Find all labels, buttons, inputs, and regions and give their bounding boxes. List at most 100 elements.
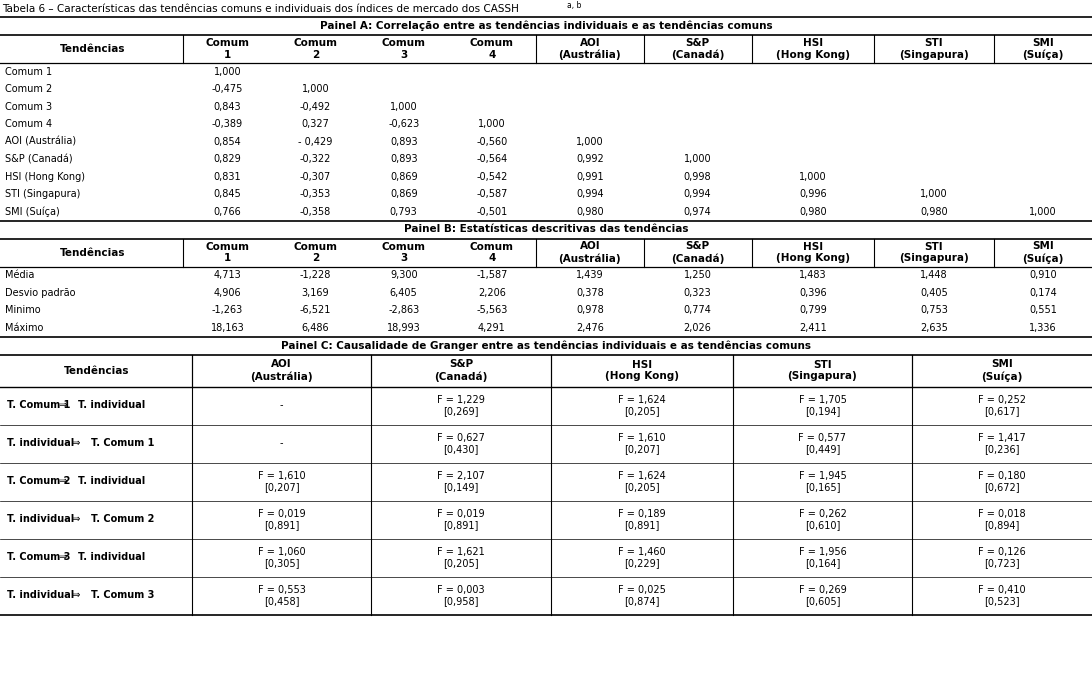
Text: F = 1,956
[0,164]: F = 1,956 [0,164] [798, 546, 846, 568]
Text: T. Comum 3: T. Comum 3 [91, 591, 154, 600]
Text: HSI (Hong Kong): HSI (Hong Kong) [5, 171, 85, 182]
Text: Comum
1: Comum 1 [205, 38, 249, 60]
Text: 9,300: 9,300 [390, 270, 417, 280]
Text: Média: Média [5, 270, 34, 280]
Text: Tendências: Tendências [60, 247, 126, 257]
Text: HSI
(Hong Kong): HSI (Hong Kong) [605, 360, 679, 381]
Text: T. individual: T. individual [7, 438, 74, 449]
Text: 0,793: 0,793 [390, 207, 417, 217]
Text: F = 0,577
[0,449]: F = 0,577 [0,449] [798, 433, 846, 454]
Text: 0,998: 0,998 [684, 171, 712, 182]
Text: T. Comum 2: T. Comum 2 [7, 477, 70, 486]
Text: F = 0,553
[0,458]: F = 0,553 [0,458] [258, 585, 306, 607]
Text: Painel C: Causalidade de Granger entre as tendências individuais e as tendências: Painel C: Causalidade de Granger entre a… [281, 340, 811, 351]
Text: 1,000: 1,000 [214, 67, 241, 76]
Text: F = 1,229
[0,269]: F = 1,229 [0,269] [437, 395, 485, 417]
Text: STI
(Singapura): STI (Singapura) [899, 242, 969, 264]
Text: S&P
(Canadá): S&P (Canadá) [435, 359, 488, 382]
Text: Comum
4: Comum 4 [470, 242, 514, 264]
Text: T. individual: T. individual [7, 591, 74, 600]
Text: 0,980: 0,980 [921, 207, 948, 217]
Text: 0,996: 0,996 [799, 189, 827, 199]
Text: 0,774: 0,774 [684, 305, 712, 316]
Text: 0,854: 0,854 [213, 137, 241, 147]
Text: F = 0,126
[0,723]: F = 0,126 [0,723] [978, 546, 1026, 568]
Text: F = 0,019
[0,891]: F = 0,019 [0,891] [437, 509, 485, 530]
Text: 0,980: 0,980 [577, 207, 604, 217]
Text: F = 0,189
[0,891]: F = 0,189 [0,891] [618, 509, 666, 530]
Text: 0,396: 0,396 [799, 288, 827, 298]
Text: ⇒: ⇒ [54, 477, 73, 486]
Text: 0,994: 0,994 [577, 189, 604, 199]
Text: 1,250: 1,250 [684, 270, 712, 280]
Text: F = 0,252
[0,617]: F = 0,252 [0,617] [978, 395, 1026, 417]
Text: 3,169: 3,169 [301, 288, 330, 298]
Text: Comum
1: Comum 1 [205, 242, 249, 264]
Text: 0,910: 0,910 [1029, 270, 1057, 280]
Text: -0,358: -0,358 [300, 207, 331, 217]
Text: 1,000: 1,000 [684, 154, 712, 164]
Text: Minimo: Minimo [5, 305, 40, 316]
Text: Tendências: Tendências [60, 44, 126, 54]
Text: 18,163: 18,163 [211, 323, 245, 333]
Text: -0,492: -0,492 [300, 102, 331, 112]
Text: -1,228: -1,228 [300, 270, 331, 280]
Text: 1,483: 1,483 [799, 270, 827, 280]
Text: T. individual: T. individual [79, 477, 145, 486]
Text: -6,521: -6,521 [300, 305, 331, 316]
Text: -0,560: -0,560 [476, 137, 508, 147]
Text: 2,206: 2,206 [478, 288, 506, 298]
Text: T. Comum 1: T. Comum 1 [91, 438, 154, 449]
Text: F = 0,018
[0,894]: F = 0,018 [0,894] [978, 509, 1026, 530]
Text: Máximo: Máximo [5, 323, 44, 333]
Text: Painel A: Correlação entre as tendências individuais e as tendências comuns: Painel A: Correlação entre as tendências… [320, 20, 772, 31]
Text: -0,322: -0,322 [300, 154, 331, 164]
Text: STI
(Singapura): STI (Singapura) [899, 38, 969, 60]
Text: 2,026: 2,026 [684, 323, 712, 333]
Text: 0,174: 0,174 [1029, 288, 1057, 298]
Text: Comum 3: Comum 3 [5, 102, 52, 112]
Text: STI
(Singapura): STI (Singapura) [787, 360, 857, 381]
Text: SMI (Suíça): SMI (Suíça) [5, 206, 60, 217]
Text: 0,551: 0,551 [1029, 305, 1057, 316]
Text: 0,831: 0,831 [214, 171, 241, 182]
Text: S&P
(Canadá): S&P (Canadá) [670, 38, 724, 60]
Text: 2,635: 2,635 [921, 323, 948, 333]
Text: 0,974: 0,974 [684, 207, 712, 217]
Text: ⇒: ⇒ [66, 514, 86, 525]
Text: F = 0,269
[0,605]: F = 0,269 [0,605] [798, 585, 846, 607]
Text: 2,411: 2,411 [799, 323, 827, 333]
Text: Comum
3: Comum 3 [382, 38, 426, 60]
Text: F = 1,417
[0,236]: F = 1,417 [0,236] [978, 433, 1026, 454]
Text: Painel B: Estatísticas descritivas das tendências: Painel B: Estatísticas descritivas das t… [404, 225, 688, 234]
Text: 1,000: 1,000 [799, 171, 827, 182]
Text: Comum 2: Comum 2 [5, 84, 52, 94]
Text: 1,000: 1,000 [478, 120, 506, 129]
Text: Comum
4: Comum 4 [470, 38, 514, 60]
Text: -0,475: -0,475 [212, 84, 244, 94]
Text: 1,000: 1,000 [301, 84, 330, 94]
Text: 0,980: 0,980 [799, 207, 827, 217]
Text: 0,978: 0,978 [575, 305, 604, 316]
Text: T. Comum 3: T. Comum 3 [7, 553, 70, 563]
Text: AOI
(Austrália): AOI (Austrália) [250, 359, 312, 382]
Text: F = 1,705
[0,194]: F = 1,705 [0,194] [798, 395, 846, 417]
Text: 2,476: 2,476 [575, 323, 604, 333]
Text: T. individual: T. individual [79, 400, 145, 410]
Text: 1,439: 1,439 [577, 270, 604, 280]
Text: 0,829: 0,829 [213, 154, 241, 164]
Text: - 0,429: - 0,429 [298, 137, 333, 147]
Text: 1,336: 1,336 [1029, 323, 1057, 333]
Text: F = 1,624
[0,205]: F = 1,624 [0,205] [618, 471, 666, 492]
Text: Comum
2: Comum 2 [294, 38, 337, 60]
Text: F = 1,621
[0,205]: F = 1,621 [0,205] [437, 546, 485, 568]
Text: F = 2,107
[0,149]: F = 2,107 [0,149] [437, 471, 485, 492]
Text: AOI
(Austrália): AOI (Austrália) [558, 38, 621, 60]
Text: 4,291: 4,291 [478, 323, 506, 333]
Text: T. individual: T. individual [79, 553, 145, 563]
Text: 0,869: 0,869 [390, 171, 417, 182]
Text: F = 0,262
[0,610]: F = 0,262 [0,610] [798, 509, 846, 530]
Text: 0,843: 0,843 [214, 102, 241, 112]
Text: -1,587: -1,587 [476, 270, 508, 280]
Text: -0,501: -0,501 [476, 207, 508, 217]
